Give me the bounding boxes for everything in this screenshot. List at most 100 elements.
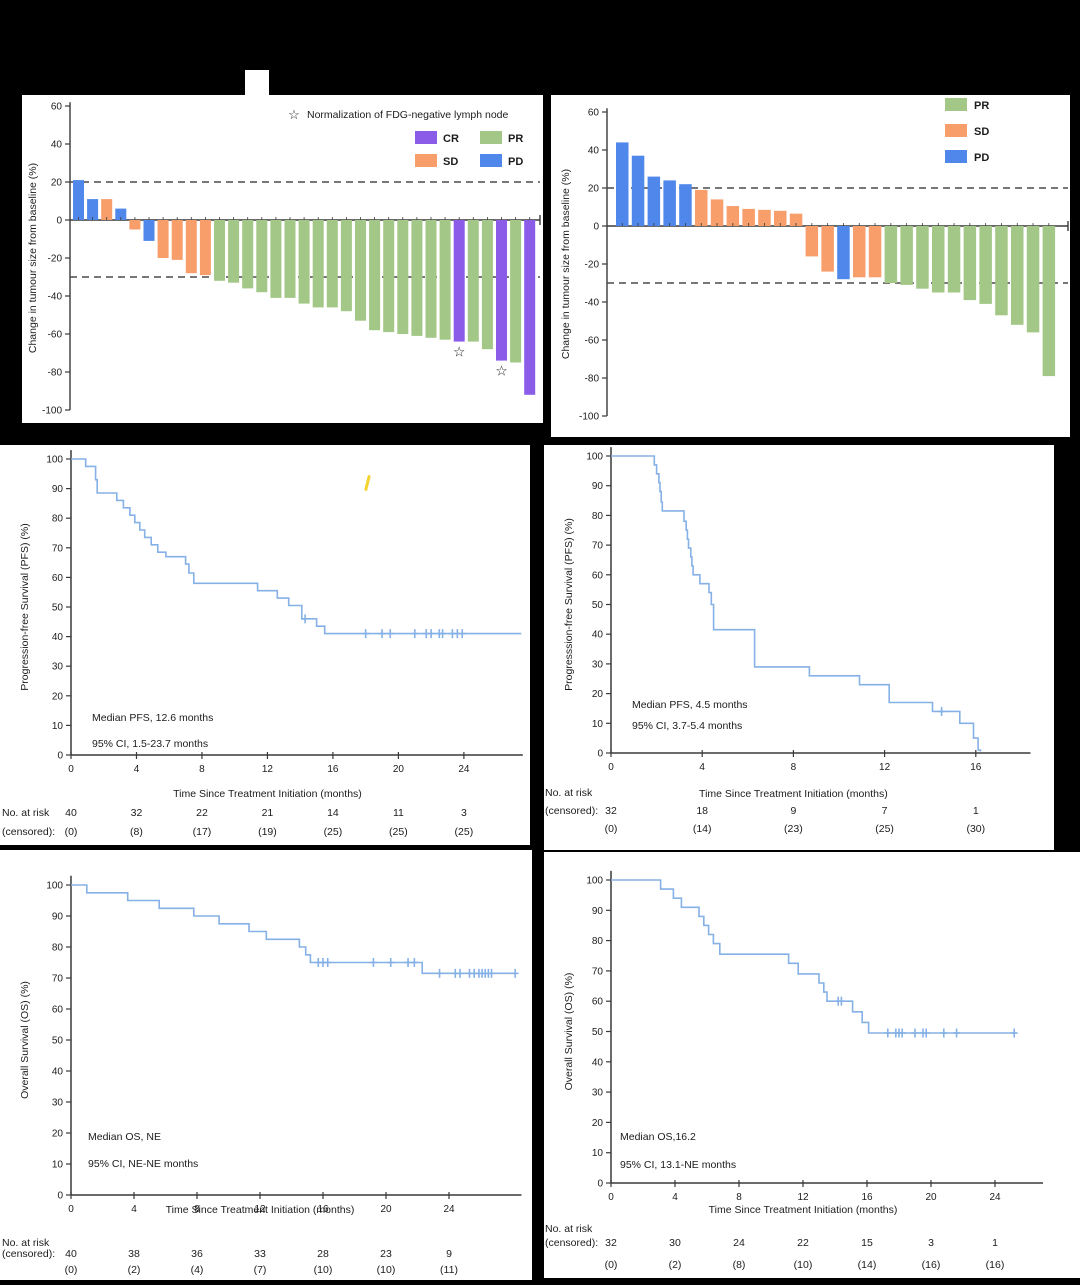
bar-sd — [805, 226, 819, 257]
x-tick-label: 8 — [791, 762, 797, 773]
bar-pr — [340, 220, 352, 312]
x-tick-label: 12 — [879, 762, 891, 773]
censored-count: (25) — [324, 826, 343, 838]
waterfall-chart-left: 60 40 20 0 -20 -40 -60 -80 -100 Change in tumour … — [27, 102, 541, 417]
y-tick-label: 90 — [52, 912, 64, 923]
y-tick-label: 0 — [593, 222, 599, 233]
risk-count: 3 — [928, 1237, 934, 1249]
bar-pr — [481, 220, 493, 350]
y-tick-label: 0 — [597, 749, 603, 760]
risk-count: 28 — [317, 1248, 329, 1260]
bar-sd — [171, 220, 183, 260]
bar-pr — [312, 220, 324, 308]
censored-count: (23) — [784, 823, 803, 835]
bar-sd — [101, 199, 113, 220]
ci-annotation: 95% CI, 3.7-5.4 months — [632, 720, 742, 732]
risk-table-label: (censored): — [545, 805, 598, 817]
censored-count: (16) — [986, 1259, 1005, 1271]
panel-os-right: 0 10 20 30 40 50 60 70 80 90 100 0 4 8 12 16 20 24 Overall… — [544, 852, 1080, 1278]
risk-count: 30 — [669, 1237, 681, 1249]
x-axis-label: Time Since Treatment Initiation (months) — [173, 788, 362, 800]
y-tick-label: 60 — [592, 997, 604, 1008]
risk-table-label: No. at risk — [2, 807, 50, 819]
bar-pd — [115, 208, 127, 220]
y-tick-label: 20 — [592, 1118, 604, 1129]
waterfall-chart-right: 60 40 20 0 -20 -40 -60 -80 -100 Change in tumour … — [560, 98, 1069, 423]
bar-pr — [270, 220, 282, 298]
bar-pr — [979, 226, 992, 304]
legend-swatch-cr — [415, 131, 437, 144]
bar-sd — [199, 220, 211, 276]
y-axis-label: Progresssion-free Survival (PFS) (%) — [563, 518, 575, 691]
legend-label-pd: PD — [974, 152, 989, 164]
x-tick-label: 8 — [194, 1204, 200, 1215]
y-tick-label: -60 — [585, 336, 600, 347]
censored-count: (25) — [455, 826, 474, 838]
x-tick-label: 4 — [699, 762, 705, 773]
censored-count: (4) — [191, 1264, 204, 1276]
bar-pr — [326, 220, 338, 308]
panel-pfs-left: 0 10 20 30 40 50 60 70 80 90 100 0 4 8 12 16 20 24 Progres… — [0, 445, 530, 845]
bar-sd — [742, 208, 755, 226]
km-chart-pfs-right: 0 10 20 30 40 50 60 70 80 90 100 0 4 8 12 16 Progresssio… — [545, 447, 1031, 835]
y-tick-label: -60 — [48, 330, 63, 341]
x-tick-label: 16 — [861, 1192, 873, 1203]
risk-count: 40 — [65, 807, 77, 819]
panel-waterfall-right: 60 40 20 0 -20 -40 -60 -80 -100 Change in tumour … — [551, 95, 1070, 437]
bar-pd — [631, 155, 645, 226]
y-tick-label: 20 — [592, 689, 604, 700]
ci-annotation: 95% CI, NE-NE months — [88, 1158, 198, 1170]
panel-pfs-right: 0 10 20 30 40 50 60 70 80 90 100 0 4 8 12 16 Progresssio… — [544, 445, 1054, 850]
bar-sd — [758, 209, 771, 226]
x-tick-label: 24 — [458, 764, 470, 775]
y-tick-label: -100 — [42, 406, 62, 417]
bar-pr — [425, 220, 437, 338]
y-tick-label: 50 — [52, 1036, 64, 1047]
censored-count: (8) — [130, 826, 143, 838]
bar-pr — [256, 220, 268, 293]
bar-pr — [510, 220, 522, 363]
bar-pr — [411, 220, 423, 336]
x-tick-label: 24 — [989, 1192, 1001, 1203]
censored-count: (7) — [254, 1264, 267, 1276]
risk-count: 9 — [790, 805, 796, 817]
median-annotation: Median PFS, 12.6 months — [92, 712, 213, 724]
survival-curve — [611, 455, 982, 752]
y-tick-label: 60 — [592, 570, 604, 581]
risk-count: 36 — [191, 1248, 203, 1260]
y-axis-label: Change in tumour size from baseline (%) — [560, 169, 572, 359]
legend-swatch-pd — [480, 154, 502, 167]
bar-pr — [228, 220, 240, 283]
censored-count: (14) — [858, 1259, 877, 1271]
y-tick-label: 60 — [52, 1005, 64, 1016]
risk-count: 22 — [196, 807, 208, 819]
y-tick-label: 90 — [592, 481, 604, 492]
y-tick-label: 80 — [52, 514, 64, 525]
x-tick-label: 16 — [970, 762, 982, 773]
risk-table-label: (censored): — [2, 1248, 55, 1260]
censored-count: (10) — [377, 1264, 396, 1276]
bar-pd — [837, 226, 850, 280]
risk-count: 40 — [65, 1248, 77, 1260]
censored-count: (0) — [65, 826, 78, 838]
bar-pr — [995, 226, 1008, 316]
y-axis-label: Progression-free Survival (PFS) (%) — [19, 523, 31, 690]
bar-cr — [453, 220, 465, 342]
y-tick-label: -100 — [579, 412, 599, 423]
y-tick-label: 100 — [46, 881, 63, 892]
y-tick-label: 90 — [52, 484, 64, 495]
risk-count: 32 — [605, 805, 617, 817]
x-tick-label: 4 — [131, 1204, 137, 1215]
censored-count: (25) — [389, 826, 408, 838]
y-tick-label: 10 — [592, 1148, 604, 1159]
bar-pr — [1026, 226, 1040, 333]
median-annotation: Median OS, NE — [88, 1131, 161, 1143]
bar-pr — [900, 226, 913, 285]
bar-pr — [963, 226, 977, 301]
y-tick-label: 50 — [592, 1027, 604, 1038]
survival-curve — [71, 458, 522, 635]
risk-count: 7 — [882, 805, 888, 817]
x-axis-label: Time Since Treatment Initiation (months) — [709, 1204, 898, 1216]
legend-label-pr: PR — [974, 100, 989, 112]
risk-count: 9 — [446, 1248, 452, 1260]
